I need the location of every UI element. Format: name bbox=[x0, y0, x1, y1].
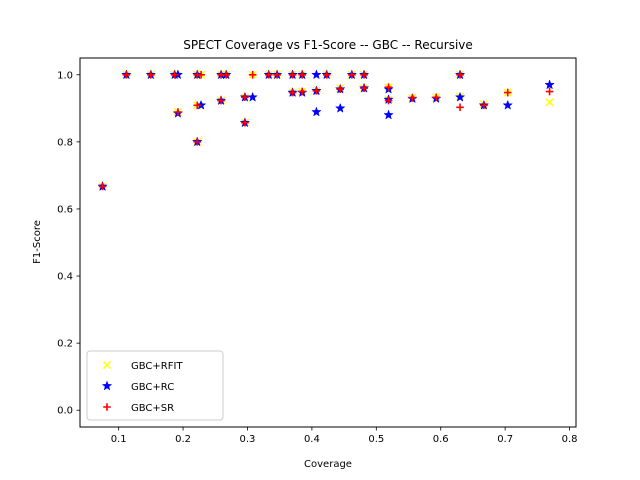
legend-label-rfit: GBC+RFIT bbox=[131, 361, 183, 372]
data-point-sr bbox=[193, 138, 202, 146]
y-tick-label: 0.6 bbox=[57, 204, 73, 215]
data-point-sr bbox=[298, 87, 307, 96]
x-tick-label: 0.3 bbox=[240, 434, 256, 445]
data-point-sr bbox=[408, 94, 417, 102]
data-point-rc bbox=[383, 109, 394, 120]
data-point-sr bbox=[174, 108, 182, 116]
data-point-sr bbox=[98, 182, 107, 191]
y-axis-label: F1-Score bbox=[32, 220, 43, 264]
chart-title: SPECT Coverage vs F1-Score -- GBC -- Rec… bbox=[183, 38, 473, 52]
x-tick-label: 0.6 bbox=[433, 434, 449, 445]
y-tick-label: 0.0 bbox=[57, 406, 73, 417]
x-tick-label: 0.7 bbox=[497, 434, 513, 445]
plot-area bbox=[97, 69, 555, 191]
data-point-sr bbox=[336, 85, 345, 93]
axes-frame bbox=[79, 57, 577, 428]
data-point-sr bbox=[348, 70, 356, 79]
legend-marker-sr bbox=[103, 403, 111, 411]
data-point-sr bbox=[264, 70, 273, 79]
data-point-sr bbox=[312, 87, 321, 95]
data-point-rc bbox=[544, 79, 555, 90]
legend: GBC+RFIT GBC+RC GBC+SR bbox=[86, 350, 224, 421]
x-tick-label: 0.5 bbox=[368, 434, 384, 445]
data-point-sr bbox=[122, 70, 131, 79]
data-point-sr bbox=[217, 96, 225, 105]
x-tick-label: 0.4 bbox=[304, 434, 320, 445]
data-point-sr bbox=[384, 96, 393, 105]
data-point-sr bbox=[360, 84, 368, 92]
y-axis-ticks: 0.0 0.2 0.4 0.6 0.8 1.0 bbox=[57, 70, 80, 417]
legend-marker-rfit bbox=[102, 360, 112, 370]
legend-label-sr: GBC+SR bbox=[131, 403, 174, 414]
data-point-sr bbox=[197, 70, 205, 79]
legend-label-rc: GBC+RC bbox=[131, 382, 174, 393]
x-axis-label: Coverage bbox=[304, 459, 352, 470]
data-point-rc bbox=[311, 106, 322, 117]
x-tick-label: 0.1 bbox=[111, 434, 127, 445]
y-tick-label: 0.8 bbox=[57, 137, 73, 148]
data-point-sr bbox=[545, 87, 554, 96]
data-point-sr bbox=[456, 103, 464, 112]
data-point-sr bbox=[456, 70, 464, 79]
data-point-rfit bbox=[545, 98, 554, 107]
data-point-sr bbox=[222, 70, 231, 79]
x-tick-label: 0.8 bbox=[562, 434, 578, 445]
data-point-rc bbox=[247, 91, 258, 102]
data-point-sr bbox=[241, 93, 249, 102]
data-point-sr bbox=[147, 70, 155, 79]
legend-markers bbox=[101, 360, 113, 411]
data-point-rc bbox=[502, 99, 513, 110]
x-axis-ticks: 0.1 0.2 0.3 0.4 0.5 0.6 0.7 0.8 bbox=[111, 427, 578, 445]
data-point-sr bbox=[241, 118, 249, 127]
legend-marker-rc bbox=[101, 380, 113, 391]
y-tick-label: 0.2 bbox=[57, 339, 73, 350]
legend-frame bbox=[86, 350, 224, 421]
data-point-rc bbox=[454, 91, 466, 102]
data-point-sr bbox=[480, 101, 488, 110]
series-sr bbox=[98, 70, 554, 191]
data-point-sr bbox=[273, 70, 281, 79]
data-point-sr bbox=[288, 70, 297, 79]
x-tick-label: 0.2 bbox=[175, 434, 191, 445]
data-point-sr bbox=[298, 70, 307, 79]
data-point-sr bbox=[384, 83, 393, 91]
data-point-sr bbox=[503, 88, 512, 97]
data-point-sr bbox=[288, 88, 297, 97]
data-point-rc bbox=[311, 69, 322, 80]
data-point-sr bbox=[193, 101, 202, 110]
data-point-sr bbox=[248, 70, 257, 79]
data-point-rc bbox=[334, 102, 346, 113]
data-point-sr bbox=[170, 70, 179, 79]
y-tick-label: 1.0 bbox=[57, 70, 73, 81]
data-point-sr bbox=[322, 70, 331, 79]
data-point-sr bbox=[360, 70, 368, 79]
data-point-sr bbox=[432, 93, 441, 102]
y-tick-label: 0.4 bbox=[57, 272, 73, 283]
